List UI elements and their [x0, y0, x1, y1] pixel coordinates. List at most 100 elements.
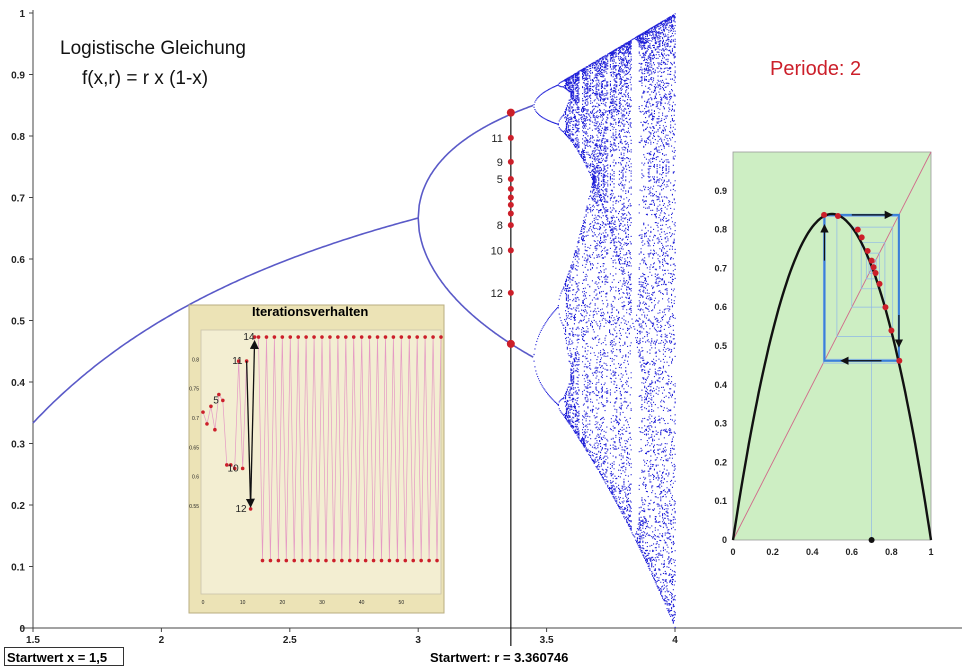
period2-upper-branch [417, 104, 534, 219]
inset-point [304, 335, 308, 339]
main-y-tick-label: 0 [19, 624, 25, 635]
main-iterate-point [507, 210, 514, 217]
inset-y-tick-label: 0.65 [189, 445, 199, 451]
inset-y-tick-label: 0.6 [192, 475, 199, 481]
inset-point [399, 335, 404, 339]
inset-point [232, 466, 237, 471]
inset-point [300, 558, 304, 563]
inset-point [431, 335, 435, 339]
main-y-tick-label: 0.8 [11, 132, 25, 143]
inset-point [435, 558, 439, 563]
inset-point [292, 558, 297, 563]
fixed-point-branch [32, 217, 419, 424]
inset-point [328, 335, 332, 339]
inset-point [201, 410, 205, 414]
inset-point [344, 335, 348, 339]
main-iterate-point [507, 201, 514, 208]
inset-point [367, 335, 372, 339]
inset-point [395, 558, 400, 563]
inset-point [391, 335, 396, 339]
cobweb-y-tick-label: 0.5 [714, 341, 727, 351]
inset-title: Iterationsverhalten [252, 304, 369, 319]
inset-point [248, 507, 253, 511]
inset-point [351, 335, 356, 339]
inset-point [240, 466, 245, 471]
cobweb-y-ticks: 0 0.1 0.2 0.3 0.4 0.5 0.6 0.7 0.8 0.9 [714, 186, 727, 545]
inset-point [264, 335, 269, 339]
inset-point [403, 558, 408, 563]
main-y-tick-label: 0.7 [11, 194, 25, 205]
inset-y-tick-label: 0.7 [192, 416, 199, 422]
start-r-label: Startwert: r = 3.360746 [430, 650, 569, 665]
inset-point [312, 335, 316, 339]
main-x-ticks: 1.5 2 2.5 3 3.5 4 [26, 628, 678, 646]
cobweb-x-tick-label: 0.2 [766, 547, 779, 557]
cobweb-y-tick-label: 0.2 [714, 457, 727, 467]
inset-y-tick-label: 0.75 [189, 387, 199, 393]
inset-x-tick-label: 30 [319, 600, 325, 606]
main-y-ticks: 0 0.1 0.2 0.3 0.4 0.5 0.6 0.7 0.8 0.9 1 [11, 9, 33, 635]
cobweb-point [834, 213, 841, 220]
chart-title: Logistische Gleichung [60, 38, 246, 59]
inset-point [280, 335, 285, 339]
chaos-dots [533, 13, 676, 629]
main-y-tick-label: 1 [19, 9, 25, 20]
period-label: Periode: 2 [770, 58, 862, 80]
equation-label: f(x,r) = r x (1-x) [82, 68, 209, 89]
inset-point [379, 558, 384, 563]
iteration-inset: 0.80.750.70.650.60.55 0 10 20 30 40 50 141151… [188, 304, 445, 614]
inset-point [407, 335, 412, 339]
main-x-tick-label: 4 [672, 635, 678, 646]
main-chart: 0 0.1 0.2 0.3 0.4 0.5 0.6 0.7 0.8 0.9 1 1.5 2 2.5 3 3.… [11, 9, 962, 646]
inset-point [375, 335, 380, 339]
inset-point [347, 558, 352, 563]
inset-point [205, 422, 209, 426]
inset-point [252, 335, 257, 339]
cobweb-x-tick-label: 0.8 [885, 547, 898, 557]
inset-point [332, 558, 336, 563]
inset-point [324, 558, 328, 563]
inset-point-label: 12 [235, 504, 247, 515]
inset-point [236, 359, 241, 363]
main-y-tick-label: 0.3 [11, 440, 25, 451]
inset-point [427, 558, 431, 563]
inset-point [423, 335, 427, 339]
main-iterate-point [507, 222, 514, 229]
inset-point [308, 558, 312, 563]
main-iterate-label: 12 [491, 288, 503, 300]
inset-x-ticks: 0 10 20 30 40 50 [202, 600, 405, 606]
cobweb-y-tick-label: 0.4 [714, 380, 727, 390]
main-x-tick-label: 3.5 [540, 635, 554, 646]
main-iterate-label: 8 [497, 220, 503, 232]
inset-x-tick-label: 20 [280, 600, 286, 606]
cobweb-point [864, 247, 871, 254]
cobweb-point [876, 280, 883, 287]
cobweb-point [870, 264, 877, 271]
inset-point [288, 335, 293, 339]
cobweb-y-tick-label: 0.6 [714, 302, 727, 312]
inset-point [209, 404, 213, 409]
inset-y-tick-label: 0.8 [192, 357, 199, 363]
cobweb-y-tick-label: 0.3 [714, 419, 727, 429]
inset-point [419, 558, 423, 563]
inset-point [225, 463, 229, 467]
inset-point [383, 335, 388, 339]
main-x-tick-label: 2 [159, 635, 165, 646]
inset-point [363, 558, 368, 563]
main-iterate-point [507, 158, 514, 165]
main-iterate-point [506, 339, 515, 348]
inset-x-tick-label: 50 [399, 600, 405, 606]
cobweb-y-tick-label: 0.1 [714, 496, 727, 506]
cobweb-x-tick-label: 1 [928, 547, 933, 557]
main-x-tick-label: 2.5 [283, 635, 297, 646]
inset-point-label: 10 [228, 463, 240, 474]
main-iterate-label: 9 [497, 157, 503, 169]
inset-point [371, 558, 376, 563]
main-iterate-point [506, 108, 515, 117]
inset-point [228, 463, 233, 467]
main-iterate-points: 11 9 5 8 10 12 [491, 108, 515, 348]
inset-point [359, 335, 364, 339]
main-y-tick-label: 0.1 [11, 563, 25, 574]
cobweb-x-tick-label: 0.4 [806, 547, 819, 557]
cobweb-x-ticks: 0 0.2 0.4 0.6 0.8 1 [730, 547, 933, 557]
